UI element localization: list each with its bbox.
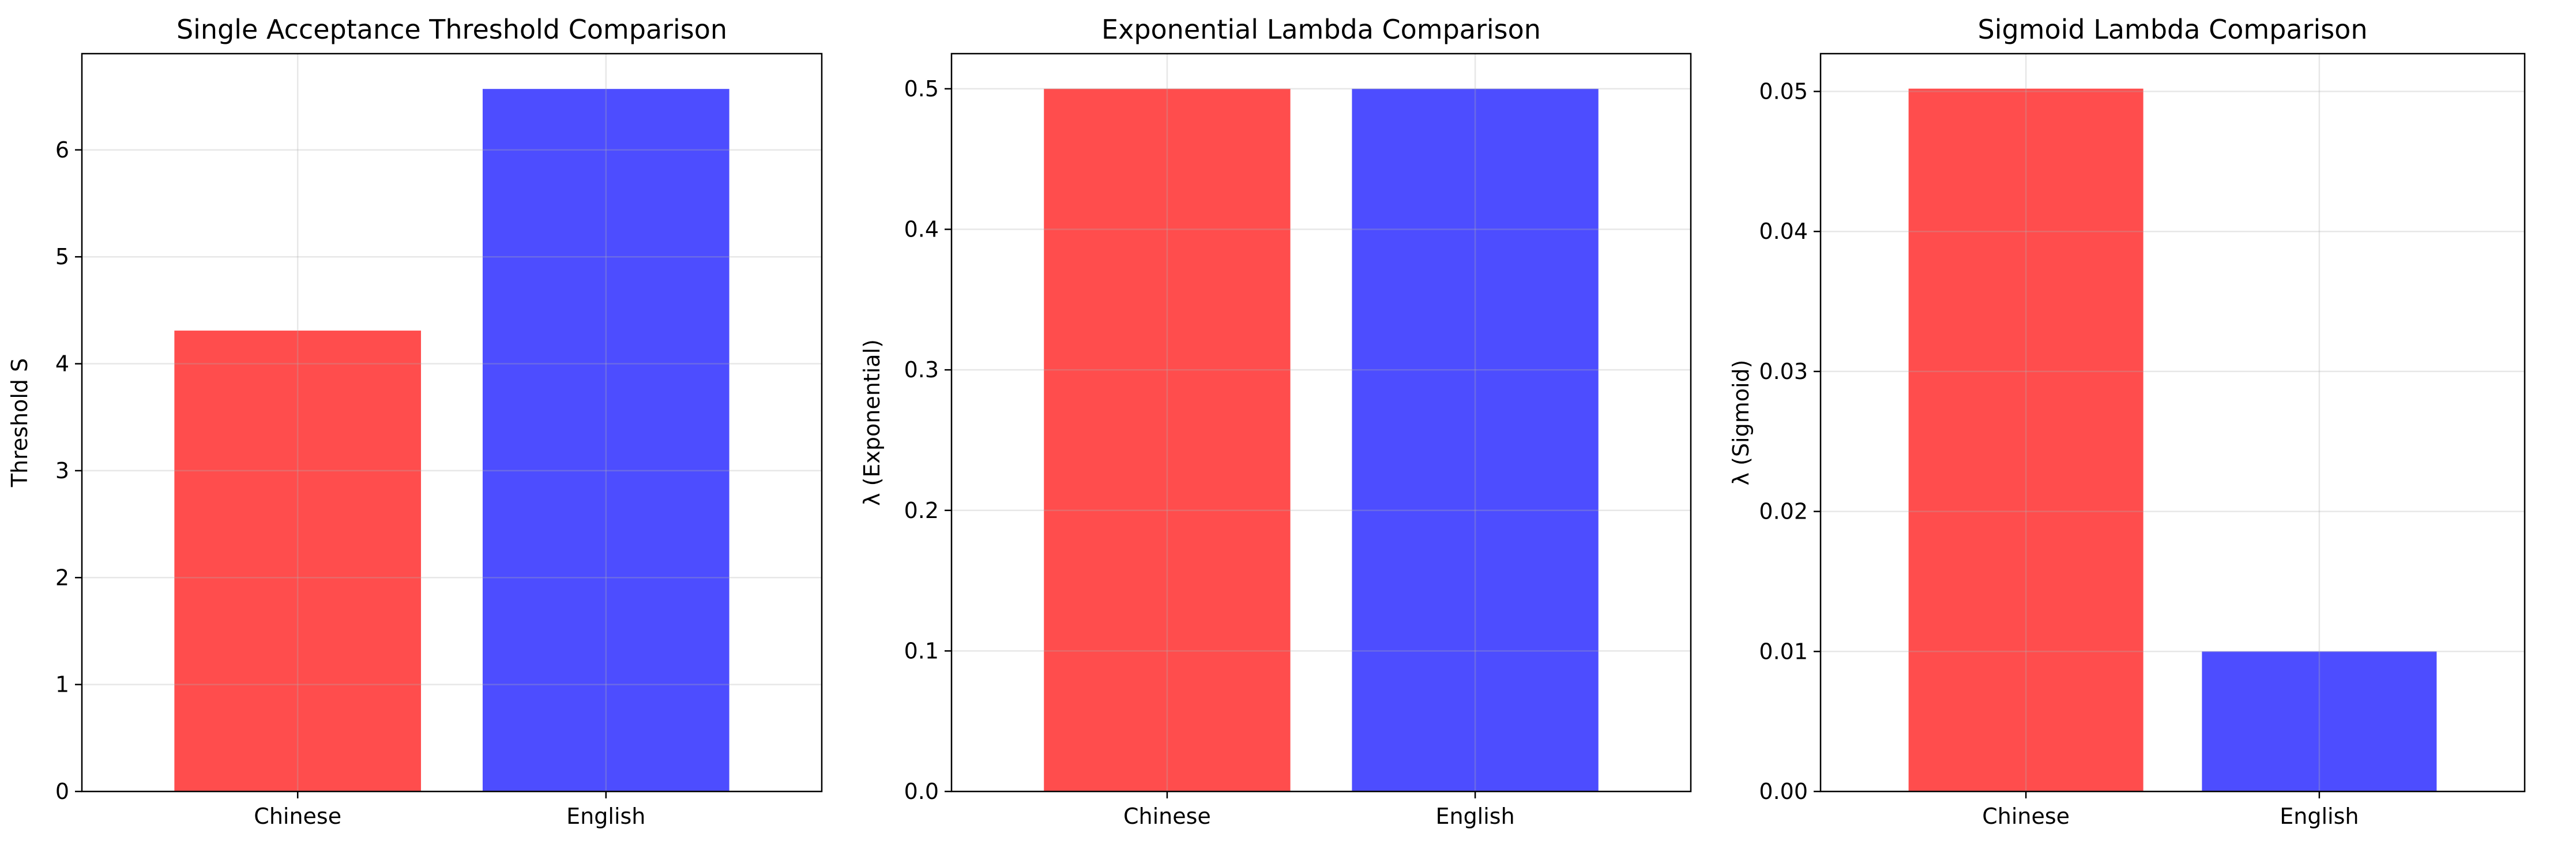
plot-frame [1819,52,2526,793]
plot-frame [81,52,823,793]
y-tick-label: 0.4 [904,217,939,242]
y-tick-label: 3 [55,458,69,483]
y-axis-label: λ (Sigmoid) [1728,360,1754,486]
x-tick-label: English [2280,804,2359,829]
bar-english [482,89,729,792]
bar-chinese [1908,88,2143,792]
y-tick-label: 0.03 [1759,359,1808,384]
y-tick-label: 0.04 [1759,219,1808,244]
y-tick-label: 0.05 [1759,79,1808,104]
chart-title: Exponential Lambda Comparison [1101,14,1541,45]
bar-english [2202,651,2437,791]
y-tick-label: 0.00 [1759,779,1808,804]
y-tick-label: 1 [55,672,69,697]
plot-frame [950,52,1692,793]
y-tick-label: 0.5 [904,76,939,102]
y-tick-label: 0 [55,779,69,804]
y-tick-label: 0.1 [904,638,939,663]
y-tick-label: 0.2 [904,498,939,523]
x-tick-label: English [1435,804,1514,829]
y-tick-label: 0.01 [1759,639,1808,664]
x-tick-label: English [566,804,645,829]
y-tick-label: 0.0 [904,779,939,804]
y-tick-label: 6 [55,137,69,163]
bar-chinese [174,331,422,791]
y-tick-label: 2 [55,565,69,590]
chart-panel-2: 0.0 0.1 0.2 0.3 0.4 0.5 Chinese English Exponent… [859,14,1692,829]
x-tick-label: Chinese [1123,804,1211,829]
chart-panel-1: 0 1 2 3 4 5 6 Chinese English Single Acceptance T… [7,14,823,829]
chart-title: Single Acceptance Threshold Comparison [176,14,727,45]
y-tick-label: 0.02 [1759,499,1808,524]
chart-panel-3: 0.00 0.01 0.02 0.03 0.04 0.05 Chinese English Si… [1728,14,2526,829]
y-tick-label: 0.3 [904,357,939,382]
x-tick-label: Chinese [254,804,341,829]
bar-english [1352,88,1599,791]
y-axis-label: Threshold S [7,358,32,487]
bar-chinese [1044,88,1291,791]
x-tick-label: Chinese [1982,804,2070,829]
chart-title: Sigmoid Lambda Comparison [1978,14,2368,45]
y-axis-label: λ (Exponential) [859,339,885,506]
y-tick-label: 5 [55,244,69,269]
y-tick-label: 4 [55,351,69,377]
